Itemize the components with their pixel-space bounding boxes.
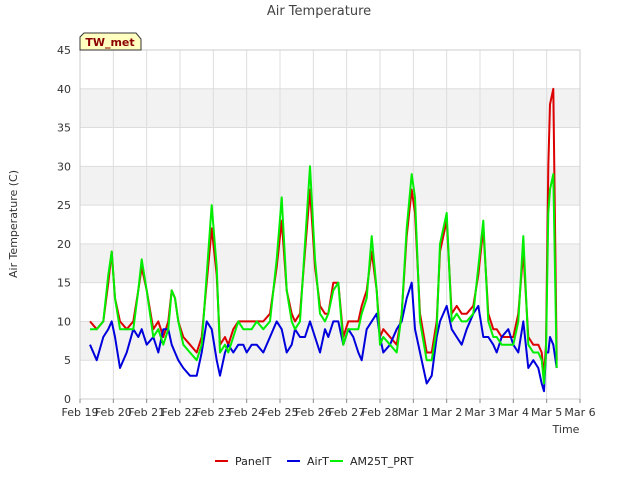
chart-title: Air Temperature [267, 4, 371, 19]
y-tick-label: 35 [57, 122, 71, 135]
y-tick-label: 15 [57, 277, 71, 290]
legend-label: AirT [307, 455, 329, 468]
y-tick-label: 45 [57, 44, 71, 57]
y-tick-label: 25 [57, 199, 71, 212]
y-tick-label: 0 [64, 393, 71, 406]
x-tick-label: Feb 24 [228, 406, 265, 419]
plot-band [80, 243, 580, 283]
y-axis-ticks: 0 5 10 15 20 25 30 35 40 45 [57, 44, 71, 406]
series-line-am25t-prt [90, 165, 558, 385]
x-tick-label: Mar 6 [564, 406, 595, 419]
legend-label: AM25T_PRT [350, 455, 414, 468]
plot-band [80, 88, 580, 128]
plot-band [80, 321, 580, 361]
y-tick-label: 20 [57, 238, 71, 251]
x-tick-label: Feb 21 [128, 406, 165, 419]
y-tick-label: 30 [57, 160, 71, 173]
legend: PanelT AirT AM25T_PRT [215, 455, 414, 468]
x-tick-label: Mar 5 [531, 406, 562, 419]
x-tick-label: Mar 4 [498, 406, 529, 419]
x-tick-label: Feb 25 [262, 406, 299, 419]
legend-label: PanelT [235, 455, 272, 468]
x-axis-title: Time [552, 423, 580, 436]
y-tick-label: 40 [57, 83, 71, 96]
series-line-airt [89, 281, 558, 393]
plot-band [80, 166, 580, 206]
x-tick-label: Feb 20 [95, 406, 132, 419]
y-axis-title: Air Temperature (C) [7, 170, 20, 278]
series-layer [89, 87, 558, 393]
x-tick-label: Mar 3 [464, 406, 495, 419]
site-label-box [79, 32, 142, 51]
x-tick-label: Feb 26 [295, 406, 332, 419]
x-tick-label: Mar 2 [431, 406, 462, 419]
plot-background [80, 50, 580, 399]
x-tick-label: Feb 23 [195, 406, 232, 419]
y-tick-label: 5 [64, 354, 71, 367]
grid-lines [79, 49, 581, 400]
site-label: TW_met [85, 36, 134, 49]
x-tick-label: Mar 1 [398, 406, 429, 419]
x-tick-label: Feb 19 [62, 406, 99, 419]
x-tick-label: Feb 22 [162, 406, 199, 419]
site-label-badge: TW_met [79, 32, 142, 51]
y-tick-label: 10 [57, 315, 71, 328]
x-tick-label: Feb 27 [328, 406, 365, 419]
plot-border [79, 49, 581, 400]
axes [79, 49, 581, 400]
x-tick-label: Feb 28 [362, 406, 399, 419]
